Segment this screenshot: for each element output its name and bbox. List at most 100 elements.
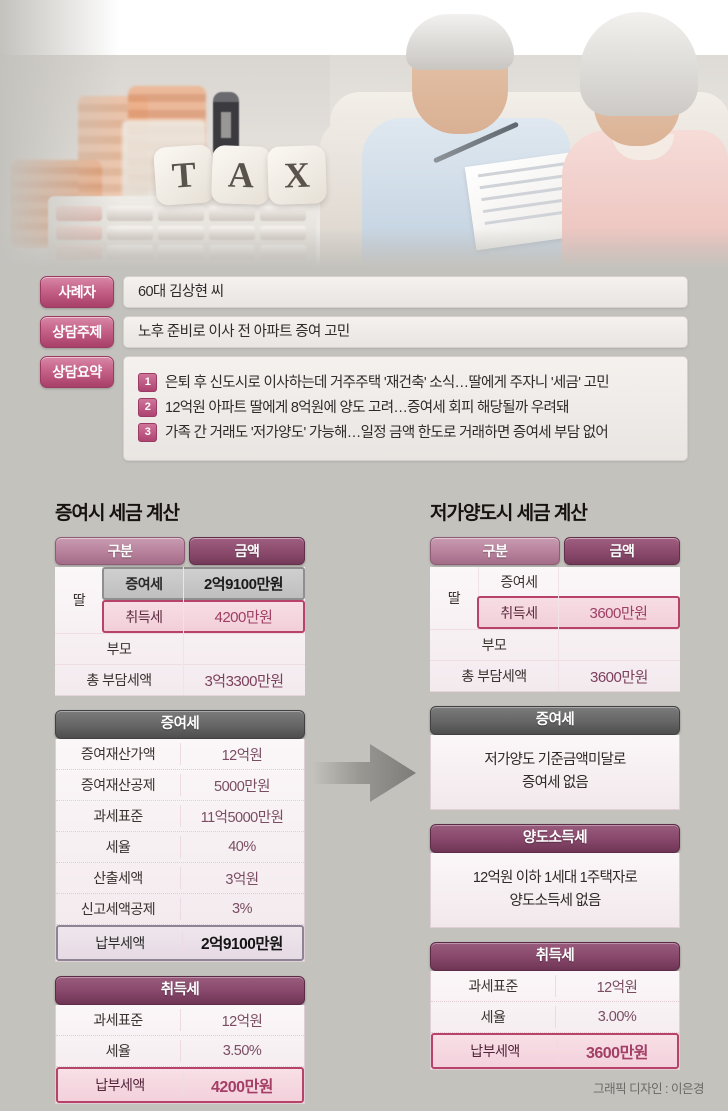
- info-row-case: 사례자 60대 김상현 씨: [40, 276, 688, 308]
- table-row: 증여재산공제 5000만원: [56, 770, 304, 801]
- row-label: 증여세: [500, 573, 538, 590]
- table-row-final: 납부세액 4200만원: [56, 1067, 304, 1103]
- table-row-final: 납부세액 2억9100만원: [56, 925, 304, 961]
- table-row: 신고세액공제 3%: [56, 894, 304, 925]
- topic-text: 노후 준비로 이사 전 아파트 증여 고민: [123, 316, 688, 348]
- table-row: 과세표준 12억원: [56, 1005, 304, 1036]
- info-row-topic: 상담주제 노후 준비로 이사 전 아파트 증여 고민: [40, 316, 688, 348]
- row-label: 증여세: [125, 575, 163, 592]
- right-acquisition-tax-rows: 과세표준 12억원 세율 3.00% 납부세액 3600만원: [430, 971, 680, 1070]
- row-label: 세율: [105, 839, 131, 855]
- info-row-summary: 상담요약 1 은퇴 후 신도시로 이사하는데 거주주택 '재건축' 소식…딸에게…: [40, 356, 688, 461]
- item-text: 은퇴 후 신도시로 이사하는데 거주주택 '재건축' 소식…딸에게 주자니 '세…: [165, 374, 610, 391]
- cell-divider: [180, 774, 181, 796]
- table-row: 과세표준 12억원: [431, 971, 679, 1002]
- item-number-badge: 2: [138, 398, 157, 417]
- acquisition-tax-card: 취득세 과세표준 12억원 세율 3.50% 납부세액 4200만원: [55, 976, 305, 1104]
- header-amount: 금액: [189, 537, 305, 565]
- row-value: 2억9100만원: [203, 576, 284, 593]
- woman-hair: [580, 12, 698, 116]
- row-value: 3600만원: [590, 668, 648, 686]
- consultation-info: 사례자 60대 김상현 씨 상담주제 노후 준비로 이사 전 아파트 증여 고민…: [40, 276, 688, 469]
- right-summary-body: 딸 증여세 취득세 3600만원 부모 총 부담세액 3: [430, 567, 680, 692]
- table-row-parent: 부모: [55, 633, 305, 664]
- right-summary-header: 구분 금액: [430, 537, 680, 565]
- row-value: 3억원: [225, 871, 259, 888]
- table-row: 취득세 4200만원: [102, 600, 305, 633]
- row-label: 총 부담세액: [86, 672, 152, 688]
- row-label: 증여재산가액: [80, 746, 156, 762]
- photo-left-fade: [0, 0, 120, 268]
- card-title-gift-tax: 증여세: [430, 706, 680, 735]
- row-value: 4200만원: [214, 609, 273, 626]
- acquisition-tax-rows: 과세표준 12억원 세율 3.50% 납부세액 4200만원: [55, 1005, 305, 1104]
- row-label: 증여재산공제: [80, 777, 156, 793]
- cell-divider: [180, 805, 181, 827]
- table-row: 산출세액 3억원: [56, 863, 304, 894]
- table-row: 증여세: [479, 567, 680, 596]
- right-arrow-icon: [312, 742, 416, 804]
- table-row: 증여재산가액 12억원: [56, 739, 304, 770]
- group-label-daughter: 딸: [430, 567, 479, 629]
- row-label: 과세표준: [93, 1012, 143, 1028]
- column-divider: [558, 567, 559, 691]
- daughter-rows: 증여세 취득세 3600만원: [477, 567, 680, 629]
- row-value: 40%: [228, 839, 256, 855]
- cell-divider: [180, 1009, 181, 1031]
- item-number-badge: 1: [138, 373, 157, 392]
- photo-bottom-fade: [0, 228, 728, 268]
- gift-tax-detail-card: 증여세 증여재산가액 12억원 증여재산공제 5000만원 과세표준 11억50…: [55, 710, 305, 962]
- row-label: 부모: [106, 641, 132, 657]
- table-row: 과세표준 11억5000만원: [56, 801, 304, 832]
- card-title-acquisition-tax: 취득세: [55, 976, 305, 1005]
- left-summary-table: 구분 금액 딸 증여세 2억9100만원 취득세 4200만원: [55, 537, 305, 696]
- daughter-group: 딸 증여세 취득세 3600만원: [430, 567, 680, 629]
- row-label: 과세표준: [468, 978, 518, 994]
- list-item: 2 12억원 아파트 딸에게 8억원에 양도 고려…증여세 회피 해당될까 우려…: [138, 398, 673, 417]
- row-value: 3600만원: [585, 1045, 649, 1062]
- low-price-transfer-column: 저가양도시 세금 계산 구분 금액 딸 증여세 취득세 3600만원: [430, 498, 680, 1070]
- summary-list: 1 은퇴 후 신도시로 이사하는데 거주주택 '재건축' 소식…딸에게 주자니 …: [123, 356, 688, 461]
- cell-divider: [555, 1006, 556, 1028]
- row-value: 3600만원: [589, 605, 648, 622]
- gift-tax-column: 증여시 세금 계산 구분 금액 딸 증여세 2억9100만원 취득세 4200만…: [55, 498, 305, 1104]
- item-number-badge: 3: [138, 423, 157, 442]
- table-row-final: 납부세액 3600만원: [431, 1033, 679, 1069]
- item-text: 12억원 아파트 딸에게 8억원에 양도 고려…증여세 회피 해당될까 우려돼: [165, 399, 570, 416]
- dice-letter-t: T: [153, 144, 215, 206]
- card-title-transfer-income-tax: 양도소득세: [430, 824, 680, 853]
- card-title-acquisition-tax: 취득세: [430, 942, 680, 971]
- group-label-daughter: 딸: [55, 567, 104, 633]
- row-label: 과세표준: [93, 808, 143, 824]
- list-item: 3 가족 간 거래도 '저가양도' 가능해…일정 금액 한도로 거래하면 증여세…: [138, 423, 673, 442]
- row-value: 12억원: [221, 1013, 263, 1030]
- case-text: 60대 김상현 씨: [123, 276, 688, 308]
- gift-tax-note-text: 저가양도 기준금액미달로 증여세 없음: [430, 735, 680, 810]
- row-label: 총 부담세액: [461, 668, 527, 684]
- row-value: 12억원: [596, 979, 638, 996]
- graphic-credit: 그래픽 디자인 : 이은경: [593, 1082, 704, 1096]
- cell-divider: [180, 743, 181, 765]
- daughter-group: 딸 증여세 2억9100만원 취득세 4200만원: [55, 567, 305, 633]
- header-category: 구분: [430, 537, 560, 565]
- man-hair: [406, 14, 514, 70]
- row-label: 신고세액공제: [80, 901, 156, 917]
- table-row: 증여세 2억9100만원: [102, 567, 305, 600]
- transfer-income-tax-note-card: 양도소득세 12억원 이하 1세대 1주택자로 양도소득세 없음: [430, 824, 680, 928]
- row-value: 4200만원: [210, 1079, 274, 1096]
- badge-summary-label: 상담요약: [40, 356, 114, 388]
- cell-divider: [182, 931, 183, 955]
- header-amount: 금액: [564, 537, 680, 565]
- daughter-rows: 증여세 2억9100만원 취득세 4200만원: [102, 567, 305, 633]
- cell-divider: [180, 867, 181, 889]
- row-label: 취득세: [125, 608, 163, 625]
- row-value: 11억5000만원: [200, 809, 284, 826]
- column-divider: [183, 567, 184, 695]
- left-summary-header: 구분 금액: [55, 537, 305, 565]
- row-value: 12억원: [221, 747, 263, 764]
- right-column-title: 저가양도시 세금 계산: [430, 503, 588, 524]
- row-value: 3.00%: [597, 1009, 637, 1025]
- dice-letter-a: A: [211, 145, 271, 205]
- row-label: 산출세액: [93, 870, 143, 886]
- gift-tax-note-card: 증여세 저가양도 기준금액미달로 증여세 없음: [430, 706, 680, 810]
